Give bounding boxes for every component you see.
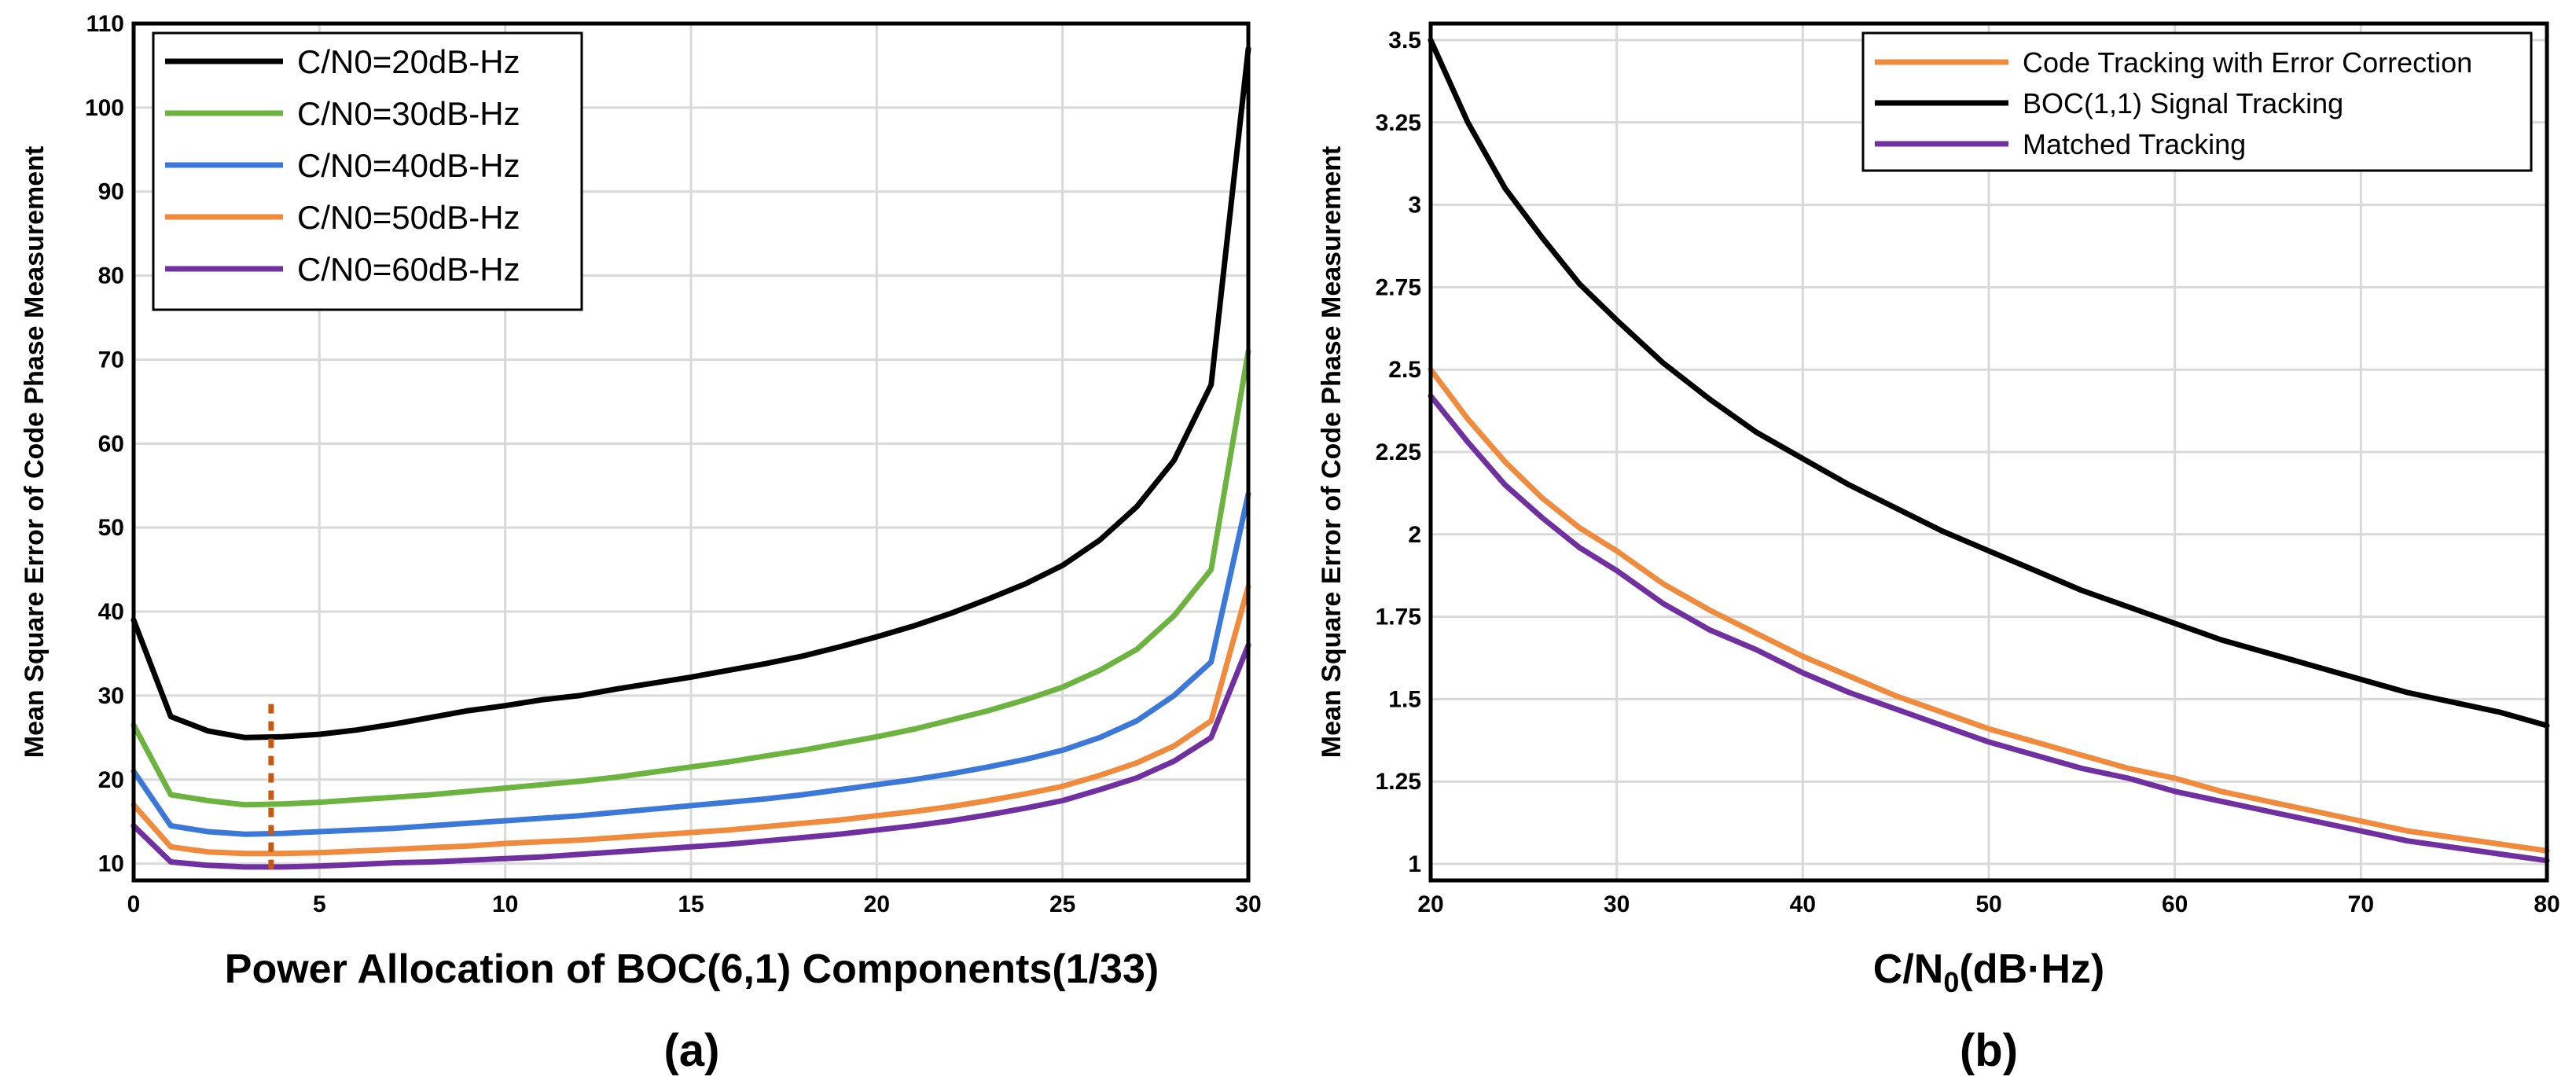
chart-b-legend: Code Tracking with Error Correction BOC(1…	[1861, 31, 2533, 172]
chart-a-x-tick-label: 20	[864, 891, 890, 917]
chart-b-y-tick-label: 3.25	[1376, 110, 1421, 136]
chart-b-y-tick-label: 3	[1408, 193, 1421, 219]
chart-a-ticks: 0 5 10 15 20 25 30 10 20 30 40 50 60 70 80 90 100 110	[85, 11, 1262, 917]
chart-a-y-tick-label: 80	[98, 263, 124, 289]
chart-b: 20 30 40 50 60 70 80 1 1.25 1.5 1.75 2 2.25 2.5 2.75 3 3…	[1317, 21, 2560, 1076]
chart-a-y-tick-label: 60	[98, 431, 124, 457]
chart-a-legend-label: C/N0=20dB-Hz	[297, 43, 520, 80]
chart-a-y-tick-label: 10	[98, 851, 124, 877]
chart-b-y-tick-label: 2.75	[1376, 274, 1421, 300]
chart-a-y-tick-label: 50	[98, 515, 124, 541]
chart-b-y-tick-label: 1.75	[1376, 604, 1421, 630]
chart-a-x-tick-label: 0	[127, 891, 141, 917]
chart-a-series-line-4	[130, 583, 1251, 857]
chart-b-x-axis-label-sub: 0	[1943, 966, 1959, 998]
chart-b-series-line-1	[1428, 366, 2550, 854]
chart-a-plot-frame	[131, 21, 1251, 883]
chart-b-ticks: 20 30 40 50 60 70 80 1 1.25 1.5 1.75 2 2.25 2.5 2.75 3 3…	[1376, 28, 2560, 917]
chart-a-x-axis-label: Power Allocation of BOC(6,1) Components(…	[225, 946, 1159, 992]
chart-b-series-line-2	[1428, 37, 2550, 729]
chart-a-y-tick-label: 90	[98, 179, 124, 205]
chart-b-y-axis-label: Mean Square Error of Code Phase Measurem…	[1317, 146, 1347, 758]
chart-b-x-axis-label-rest: (dB·Hz)	[1959, 946, 2104, 992]
chart-b-x-tick-label: 70	[2348, 891, 2374, 917]
chart-a-x-tick-label: 5	[313, 891, 326, 917]
chart-a-legend-label: C/N0=30dB-Hz	[297, 95, 520, 132]
chart-a-series-line-2	[130, 348, 1251, 808]
chart-a-y-tick-label: 30	[98, 683, 124, 709]
chart-b-y-tick-label: 1.25	[1376, 769, 1421, 795]
chart-b-y-tick-label: 3.5	[1388, 28, 1421, 53]
chart-a-series-line-5	[130, 642, 1251, 870]
chart-a: 0 5 10 15 20 25 30 10 20 30 40 50 60 70 80 90 100 110 Mea…	[20, 11, 1262, 1076]
chart-a-legend: C/N0=20dB-Hz C/N0=30dB-Hz C/N0=40dB-Hz C/N0…	[152, 31, 583, 311]
chart-a-y-tick-label: 40	[98, 599, 124, 625]
chart-b-x-tick-label: 40	[1790, 891, 1816, 917]
chart-b-y-tick-label: 2.25	[1376, 439, 1421, 465]
chart-b-y-tick-label: 1.5	[1388, 686, 1421, 712]
chart-a-y-tick-label: 110	[86, 11, 124, 37]
chart-b-legend-label: BOC(1,1) Signal Tracking	[2023, 87, 2343, 119]
chart-a-y-tick-label: 20	[98, 767, 124, 793]
chart-a-series-line-3	[130, 491, 1251, 837]
chart-b-x-axis-label-main: C/N	[1873, 946, 1944, 992]
chart-b-x-tick-label: 30	[1604, 891, 1630, 917]
chart-b-x-tick-label: 60	[2162, 891, 2188, 917]
chart-b-x-tick-label: 80	[2534, 891, 2559, 917]
chart-b-y-tick-label: 2	[1408, 522, 1421, 548]
chart-a-x-tick-label: 15	[678, 891, 704, 917]
chart-b-x-axis-label: C/N0(dB·Hz)	[1873, 946, 2104, 998]
chart-b-series-line-3	[1428, 393, 2550, 864]
chart-a-x-tick-label: 30	[1235, 891, 1261, 917]
chart-b-legend-label: Code Tracking with Error Correction	[2023, 46, 2472, 79]
chart-b-y-tick-label: 2.5	[1388, 357, 1421, 383]
chart-b-legend-label: Matched Tracking	[2023, 128, 2246, 160]
chart-a-legend-label: C/N0=40dB-Hz	[297, 147, 520, 184]
chart-b-x-tick-label: 50	[1975, 891, 2001, 917]
chart-a-series-line-1	[130, 46, 1251, 740]
chart-a-series	[130, 46, 1251, 870]
chart-a-x-tick-label: 25	[1049, 891, 1075, 917]
chart-b-x-tick-label: 20	[1417, 891, 1443, 917]
chart-b-plot-frame	[1428, 21, 2549, 883]
chart-a-y-axis-label: Mean Square Error of Code Phase Measurem…	[20, 146, 50, 758]
chart-a-legend-label: C/N0=60dB-Hz	[297, 251, 520, 288]
chart-b-caption: (b)	[1960, 1025, 2018, 1076]
chart-a-caption: (a)	[664, 1025, 720, 1076]
chart-a-legend-label: C/N0=50dB-Hz	[297, 199, 520, 236]
chart-b-series	[1428, 37, 2550, 864]
chart-a-x-tick-label: 10	[492, 891, 518, 917]
chart-a-y-tick-label: 100	[85, 95, 124, 121]
chart-a-y-tick-label: 70	[98, 347, 124, 373]
chart-b-y-tick-label: 1	[1408, 851, 1421, 877]
chart-a-legend-box	[152, 31, 583, 311]
